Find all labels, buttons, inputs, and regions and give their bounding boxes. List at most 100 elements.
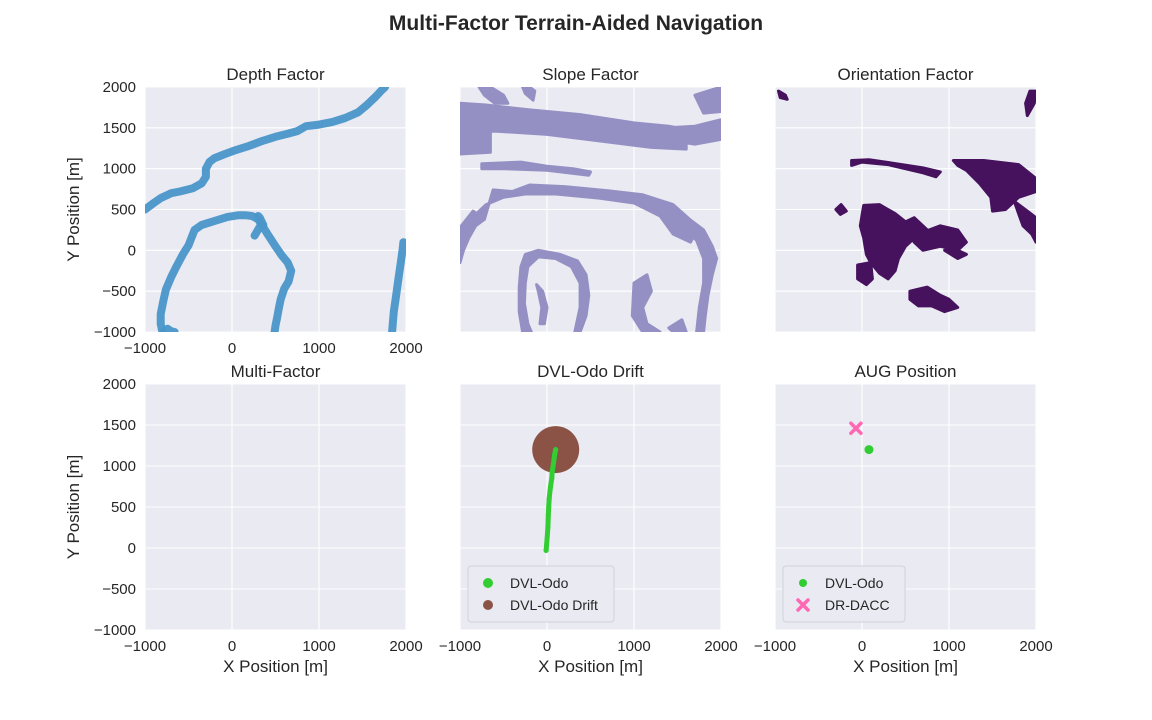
y-tick-label: −1000 <box>94 324 136 341</box>
series-dvl-odo-point <box>864 445 874 455</box>
y-tick-label: 1000 <box>103 161 136 178</box>
panel-title: AUG Position <box>854 362 956 381</box>
slope-region <box>460 209 486 265</box>
x-tick-label: 0 <box>228 638 236 655</box>
x-tick-label: 1000 <box>617 638 650 655</box>
legend-label: DVL-Odo Drift <box>510 597 598 613</box>
x-tick-label: 2000 <box>389 340 422 357</box>
x-tick-label: 1000 <box>302 638 335 655</box>
y-tick-label: −500 <box>102 581 136 598</box>
data-point <box>549 469 555 475</box>
y-axis-label: Y Position [m] <box>64 455 83 560</box>
legend-label: DVL-Odo <box>510 575 569 591</box>
depth-contour <box>145 87 390 214</box>
data-point <box>546 496 552 502</box>
x-axis-label: X Position [m] <box>538 657 643 676</box>
panel-title: Multi-Factor <box>231 362 321 381</box>
y-tick-label: 2000 <box>103 376 136 393</box>
panel-dvl-odo-drift: DVL-Odo Drift −1000 0 1000 2000 X Position [m… <box>439 362 738 676</box>
legend-label: DVL-Odo <box>825 575 884 591</box>
y-tick-label: 0 <box>128 540 136 557</box>
depth-contour <box>160 324 179 332</box>
panel-multi-factor: Multi-Factor −1000 0 1000 2000 −1000 −500 0 500 1… <box>64 362 423 676</box>
y-tick-label: 500 <box>111 499 136 516</box>
y-tick-label: 0 <box>128 242 136 259</box>
slope-region <box>475 183 697 244</box>
x-tick-label: 0 <box>543 638 551 655</box>
y-tick-label: 2000 <box>103 79 136 96</box>
y-tick-label: 1000 <box>103 458 136 475</box>
y-tick-label: −500 <box>102 283 136 300</box>
depth-contour <box>250 212 268 240</box>
y-tick-label: 500 <box>111 202 136 219</box>
data-point <box>546 504 552 510</box>
panel-title: Orientation Factor <box>837 65 973 84</box>
slope-region <box>535 283 549 326</box>
panel-aug-position: AUG Position −1000 0 1000 2000 X Position [m]… <box>754 362 1053 676</box>
data-point <box>544 537 550 543</box>
depth-contour <box>156 211 296 332</box>
x-tick-label: 2000 <box>1019 638 1052 655</box>
legend-marker <box>483 578 493 588</box>
y-tick-label: 1500 <box>103 120 136 137</box>
legend-marker <box>483 600 493 610</box>
slope-region <box>480 160 592 177</box>
x-tick-label: −1000 <box>439 638 481 655</box>
panel-title: Slope Factor <box>542 65 639 84</box>
plot-content <box>777 89 1036 314</box>
slope-region <box>521 87 537 102</box>
slope-region <box>689 218 719 332</box>
slope-region <box>517 248 591 332</box>
plot-content <box>145 87 406 332</box>
slope-region <box>649 118 721 146</box>
x-axis-label: X Position [m] <box>223 657 328 676</box>
x-tick-label: 0 <box>228 340 236 357</box>
orientation-region <box>951 159 1036 213</box>
plot-content <box>460 87 721 332</box>
x-tick-label: −1000 <box>754 638 796 655</box>
y-tick-label: −1000 <box>94 622 136 639</box>
orientation-region <box>856 261 874 287</box>
slope-region <box>693 87 721 115</box>
y-tick-label: 1500 <box>103 417 136 434</box>
data-point <box>550 463 556 469</box>
x-tick-label: −1000 <box>124 638 166 655</box>
panel-slope-factor: Slope Factor <box>459 65 722 333</box>
data-point <box>553 447 559 453</box>
slope-region <box>477 87 510 105</box>
x-axis-label: X Position [m] <box>853 657 958 676</box>
orientation-region <box>1024 89 1036 118</box>
panel-title: DVL-Odo Drift <box>537 362 644 381</box>
slope-region <box>460 129 492 156</box>
orientation-region <box>850 158 942 179</box>
orientation-region <box>1012 199 1036 244</box>
plot-content <box>849 421 874 455</box>
y-axis-label: Y Position [m] <box>64 157 83 262</box>
orientation-region <box>904 224 968 252</box>
data-point <box>552 451 558 457</box>
data-point <box>543 547 549 553</box>
orientation-region <box>908 285 960 314</box>
x-tick-label: 0 <box>858 638 866 655</box>
legend-marker <box>796 598 810 612</box>
x-tick-label: 2000 <box>704 638 737 655</box>
x-tick-label: 2000 <box>389 638 422 655</box>
legend-box <box>782 565 906 623</box>
series-dr-dacc-marker <box>849 421 863 436</box>
slope-region <box>667 318 688 332</box>
orientation-region <box>834 203 848 216</box>
data-point <box>551 456 557 462</box>
panel-orientation-factor: Orientation Factor <box>774 65 1037 333</box>
depth-contour <box>388 238 406 332</box>
orientation-region <box>858 203 934 281</box>
data-point <box>545 525 551 530</box>
data-point <box>547 488 553 494</box>
data-point <box>548 481 554 487</box>
figure-title: Multi-Factor Terrain-Aided Navigation <box>389 12 763 35</box>
data-point <box>545 512 551 518</box>
slope-region <box>630 273 662 332</box>
legend-box <box>467 565 615 623</box>
data-point <box>549 475 555 481</box>
x-tick-label: 1000 <box>302 340 335 357</box>
